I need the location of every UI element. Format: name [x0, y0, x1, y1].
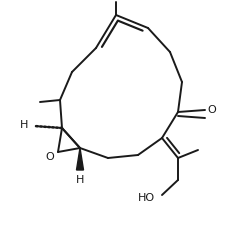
Text: O: O [206, 105, 215, 115]
Text: H: H [20, 120, 28, 130]
Text: H: H [76, 175, 84, 185]
Text: HO: HO [137, 193, 154, 203]
Text: O: O [46, 152, 54, 162]
Polygon shape [76, 148, 83, 170]
